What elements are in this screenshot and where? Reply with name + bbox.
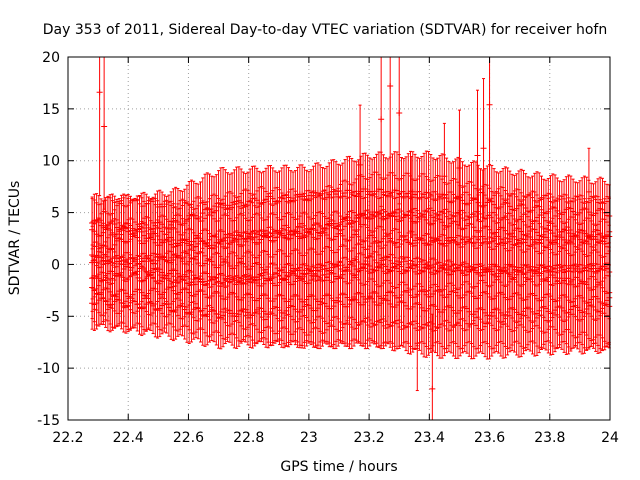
series-6 bbox=[89, 238, 613, 352]
series-4 bbox=[89, 207, 613, 330]
chart-title: Day 353 of 2011, Sidereal Day-to-day VTE… bbox=[43, 22, 607, 38]
data-series bbox=[89, 56, 613, 421]
series-1 bbox=[89, 150, 613, 262]
